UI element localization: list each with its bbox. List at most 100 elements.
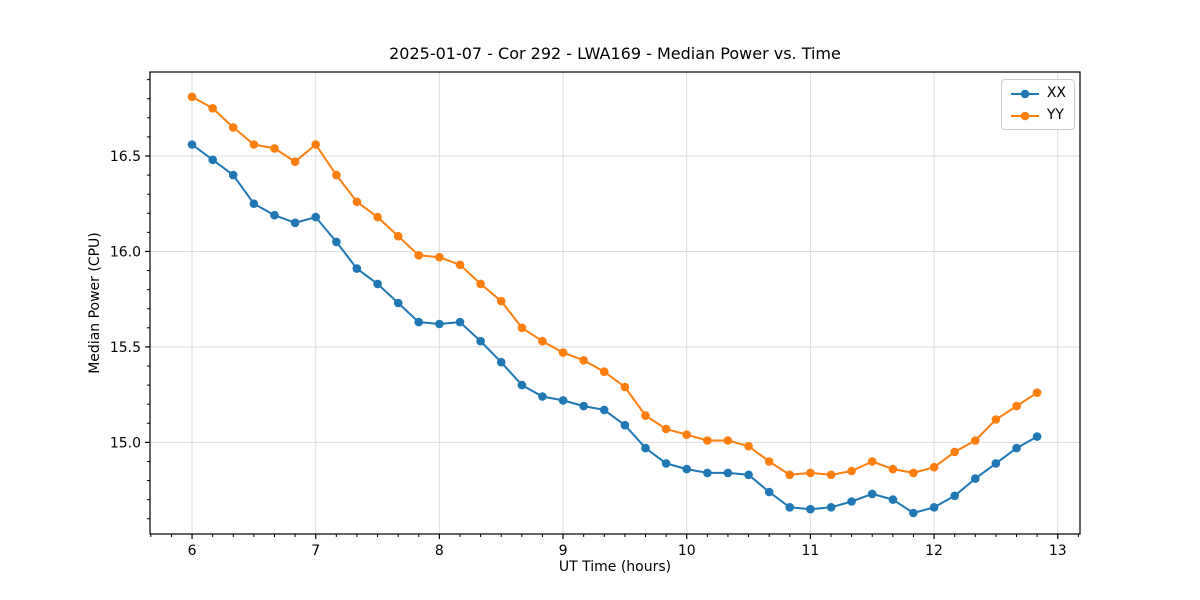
data-point-xx [991, 459, 1001, 468]
data-point-xx [826, 503, 836, 512]
data-point-xx [538, 392, 547, 401]
legend-item-yy: YY [1010, 106, 1066, 125]
data-point-xx [641, 443, 650, 453]
x-tick-label: 9 [559, 543, 568, 559]
data-point-xx [806, 504, 815, 514]
data-point-yy [806, 468, 815, 478]
y-tick-label: 15.5 [110, 340, 141, 356]
data-point-xx [393, 298, 403, 308]
data-point-yy [476, 279, 485, 289]
data-point-yy [785, 470, 794, 480]
data-point-xx [909, 508, 918, 518]
data-point-yy [599, 367, 609, 377]
data-point-yy [228, 123, 238, 132]
data-point-xx [888, 495, 898, 504]
data-point-xx [599, 405, 609, 415]
legend-line-marker-yy-icon [1010, 111, 1039, 120]
data-point-xx [847, 497, 856, 506]
x-tick-label: 8 [435, 543, 444, 559]
data-point-xx [1012, 443, 1021, 453]
data-point-yy [723, 436, 733, 445]
data-point-xx [1032, 432, 1042, 441]
data-point-yy [620, 382, 630, 392]
data-point-xx [270, 210, 279, 220]
data-point-xx [228, 170, 238, 180]
data-point-yy [496, 296, 506, 306]
y-axis-label: Median Power (CPU) [87, 232, 103, 374]
data-point-xx [496, 357, 506, 367]
plot-border [149, 71, 1081, 535]
x-tick-label: 13 [1049, 543, 1067, 559]
data-point-xx [290, 218, 300, 228]
data-point-yy [703, 436, 712, 445]
data-point-yy [558, 348, 568, 357]
data-point-xx [558, 396, 568, 405]
data-point-yy [1012, 401, 1021, 411]
data-point-xx [703, 468, 712, 478]
data-point-xx [971, 474, 980, 483]
series-xx-line [191, 143, 1039, 514]
data-point-yy [847, 466, 856, 476]
legend-label-xx: XX [1046, 85, 1066, 101]
data-point-yy [826, 470, 836, 480]
y-tick-label: 15.0 [110, 435, 141, 451]
x-tick-label: 11 [801, 543, 819, 559]
legend-line-marker-xx-icon [1010, 89, 1039, 98]
data-point-xx [950, 491, 959, 501]
data-point-xx [352, 264, 362, 273]
data-point-yy [455, 260, 465, 270]
data-point-yy [888, 464, 898, 474]
data-point-yy [187, 92, 197, 102]
data-point-xx [249, 199, 259, 208]
legend-item-xx: XX [1010, 84, 1066, 103]
data-point-xx [332, 237, 341, 247]
data-point-yy [641, 411, 650, 420]
data-point-xx [311, 212, 321, 222]
data-point-yy [517, 323, 527, 333]
data-point-xx [187, 140, 197, 149]
legend-label-yy: YY [1046, 107, 1064, 123]
legend: XX YY [1000, 79, 1075, 130]
data-point-yy [661, 424, 671, 434]
data-point-yy [764, 457, 774, 466]
data-point-xx [620, 420, 630, 430]
data-point-xx [929, 503, 939, 512]
data-point-xx [208, 155, 217, 165]
data-point-yy [373, 212, 382, 222]
data-point-xx [744, 470, 753, 480]
data-point-yy [352, 197, 362, 207]
data-point-xx [764, 487, 774, 497]
data-point-xx [723, 468, 733, 478]
data-point-xx [682, 464, 691, 474]
data-point-xx [476, 336, 485, 346]
data-point-yy [414, 251, 424, 260]
data-point-yy [290, 157, 300, 166]
data-point-yy [249, 140, 259, 149]
x-tick-label: 7 [311, 543, 320, 559]
data-point-yy [682, 430, 691, 440]
data-point-xx [517, 380, 527, 390]
x-tick-label: 12 [925, 543, 943, 559]
data-point-xx [785, 503, 794, 512]
data-point-yy [1032, 388, 1042, 398]
data-point-yy [270, 144, 279, 153]
data-point-yy [867, 457, 877, 466]
data-point-xx [455, 317, 465, 327]
y-tick-label: 16.5 [110, 149, 141, 165]
data-point-yy [971, 436, 980, 445]
data-point-yy [208, 104, 217, 113]
data-point-yy [311, 140, 321, 149]
data-point-xx [661, 459, 671, 468]
data-point-xx [579, 401, 588, 411]
data-point-yy [909, 468, 918, 478]
data-point-xx [867, 489, 877, 499]
data-point-yy [579, 356, 588, 365]
data-point-yy [950, 447, 959, 457]
data-point-xx [435, 319, 444, 329]
data-point-yy [538, 336, 547, 346]
chart-title: 2025-01-07 - Cor 292 - LWA169 - Median P… [389, 44, 841, 63]
x-tick-label: 10 [678, 543, 696, 559]
data-point-yy [332, 170, 341, 180]
